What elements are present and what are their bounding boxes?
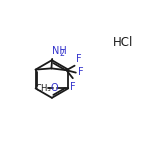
Text: HCl: HCl (112, 36, 133, 49)
Text: O: O (51, 83, 58, 93)
Text: F: F (78, 67, 83, 77)
Text: 2: 2 (59, 49, 64, 58)
Text: CH₃: CH₃ (36, 84, 52, 93)
Text: F: F (76, 54, 82, 64)
Text: NH: NH (52, 47, 67, 57)
Text: F: F (70, 82, 76, 92)
